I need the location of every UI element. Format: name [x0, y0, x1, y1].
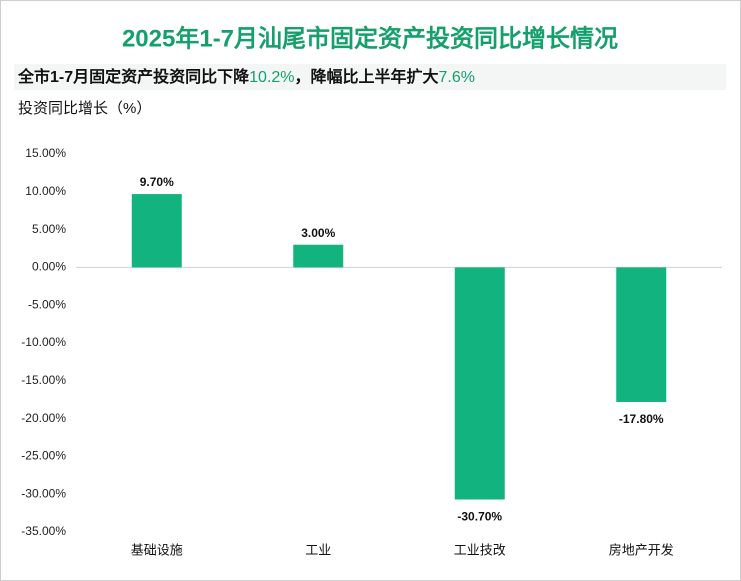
- chart-title: 2025年1-7月汕尾市固定资产投资同比增长情况: [122, 24, 618, 52]
- y-tick-label: -5.00%: [28, 297, 66, 311]
- y-tick-label: 5.00%: [32, 222, 66, 236]
- subtitle-part: 全市1-7月固定资产投资同比下降: [17, 67, 250, 86]
- subtitle-part: 10.2%: [249, 69, 294, 86]
- bar: [293, 244, 344, 268]
- y-tick-label: -30.00%: [21, 486, 66, 500]
- x-tick-label: 基础设施: [131, 542, 183, 557]
- y-tick-label: 0.00%: [32, 260, 66, 274]
- subtitle-part: 7.6%: [439, 69, 475, 86]
- y-tick-label: -35.00%: [21, 524, 66, 538]
- y-tick-label: -20.00%: [21, 411, 66, 425]
- value-label: 9.70%: [140, 175, 174, 189]
- y-tick-label: 15.00%: [25, 146, 66, 160]
- value-label: -30.70%: [457, 510, 502, 524]
- subtitle-part: ，降幅比上半年扩大: [295, 67, 439, 86]
- bar: [616, 267, 667, 402]
- subtitle-band: [14, 64, 726, 90]
- x-tick-label: 工业: [305, 542, 331, 557]
- y-tick-label: -10.00%: [21, 335, 66, 349]
- y-tick-label: -25.00%: [21, 449, 66, 463]
- value-label: 3.00%: [301, 226, 335, 240]
- y-tick-label: 10.00%: [25, 184, 66, 198]
- bar: [131, 194, 182, 268]
- y-axis-label: 投资同比增长（%）: [18, 100, 151, 117]
- subtitle: 全市1-7月固定资产投资同比下降10.2%，降幅比上半年扩大7.6%: [17, 67, 475, 86]
- x-tick-label: 房地产开发: [609, 542, 674, 557]
- bar: [454, 267, 505, 500]
- y-tick-label: -15.00%: [21, 373, 66, 387]
- x-tick-label: 工业技改: [454, 542, 506, 557]
- value-label: -17.80%: [619, 412, 664, 426]
